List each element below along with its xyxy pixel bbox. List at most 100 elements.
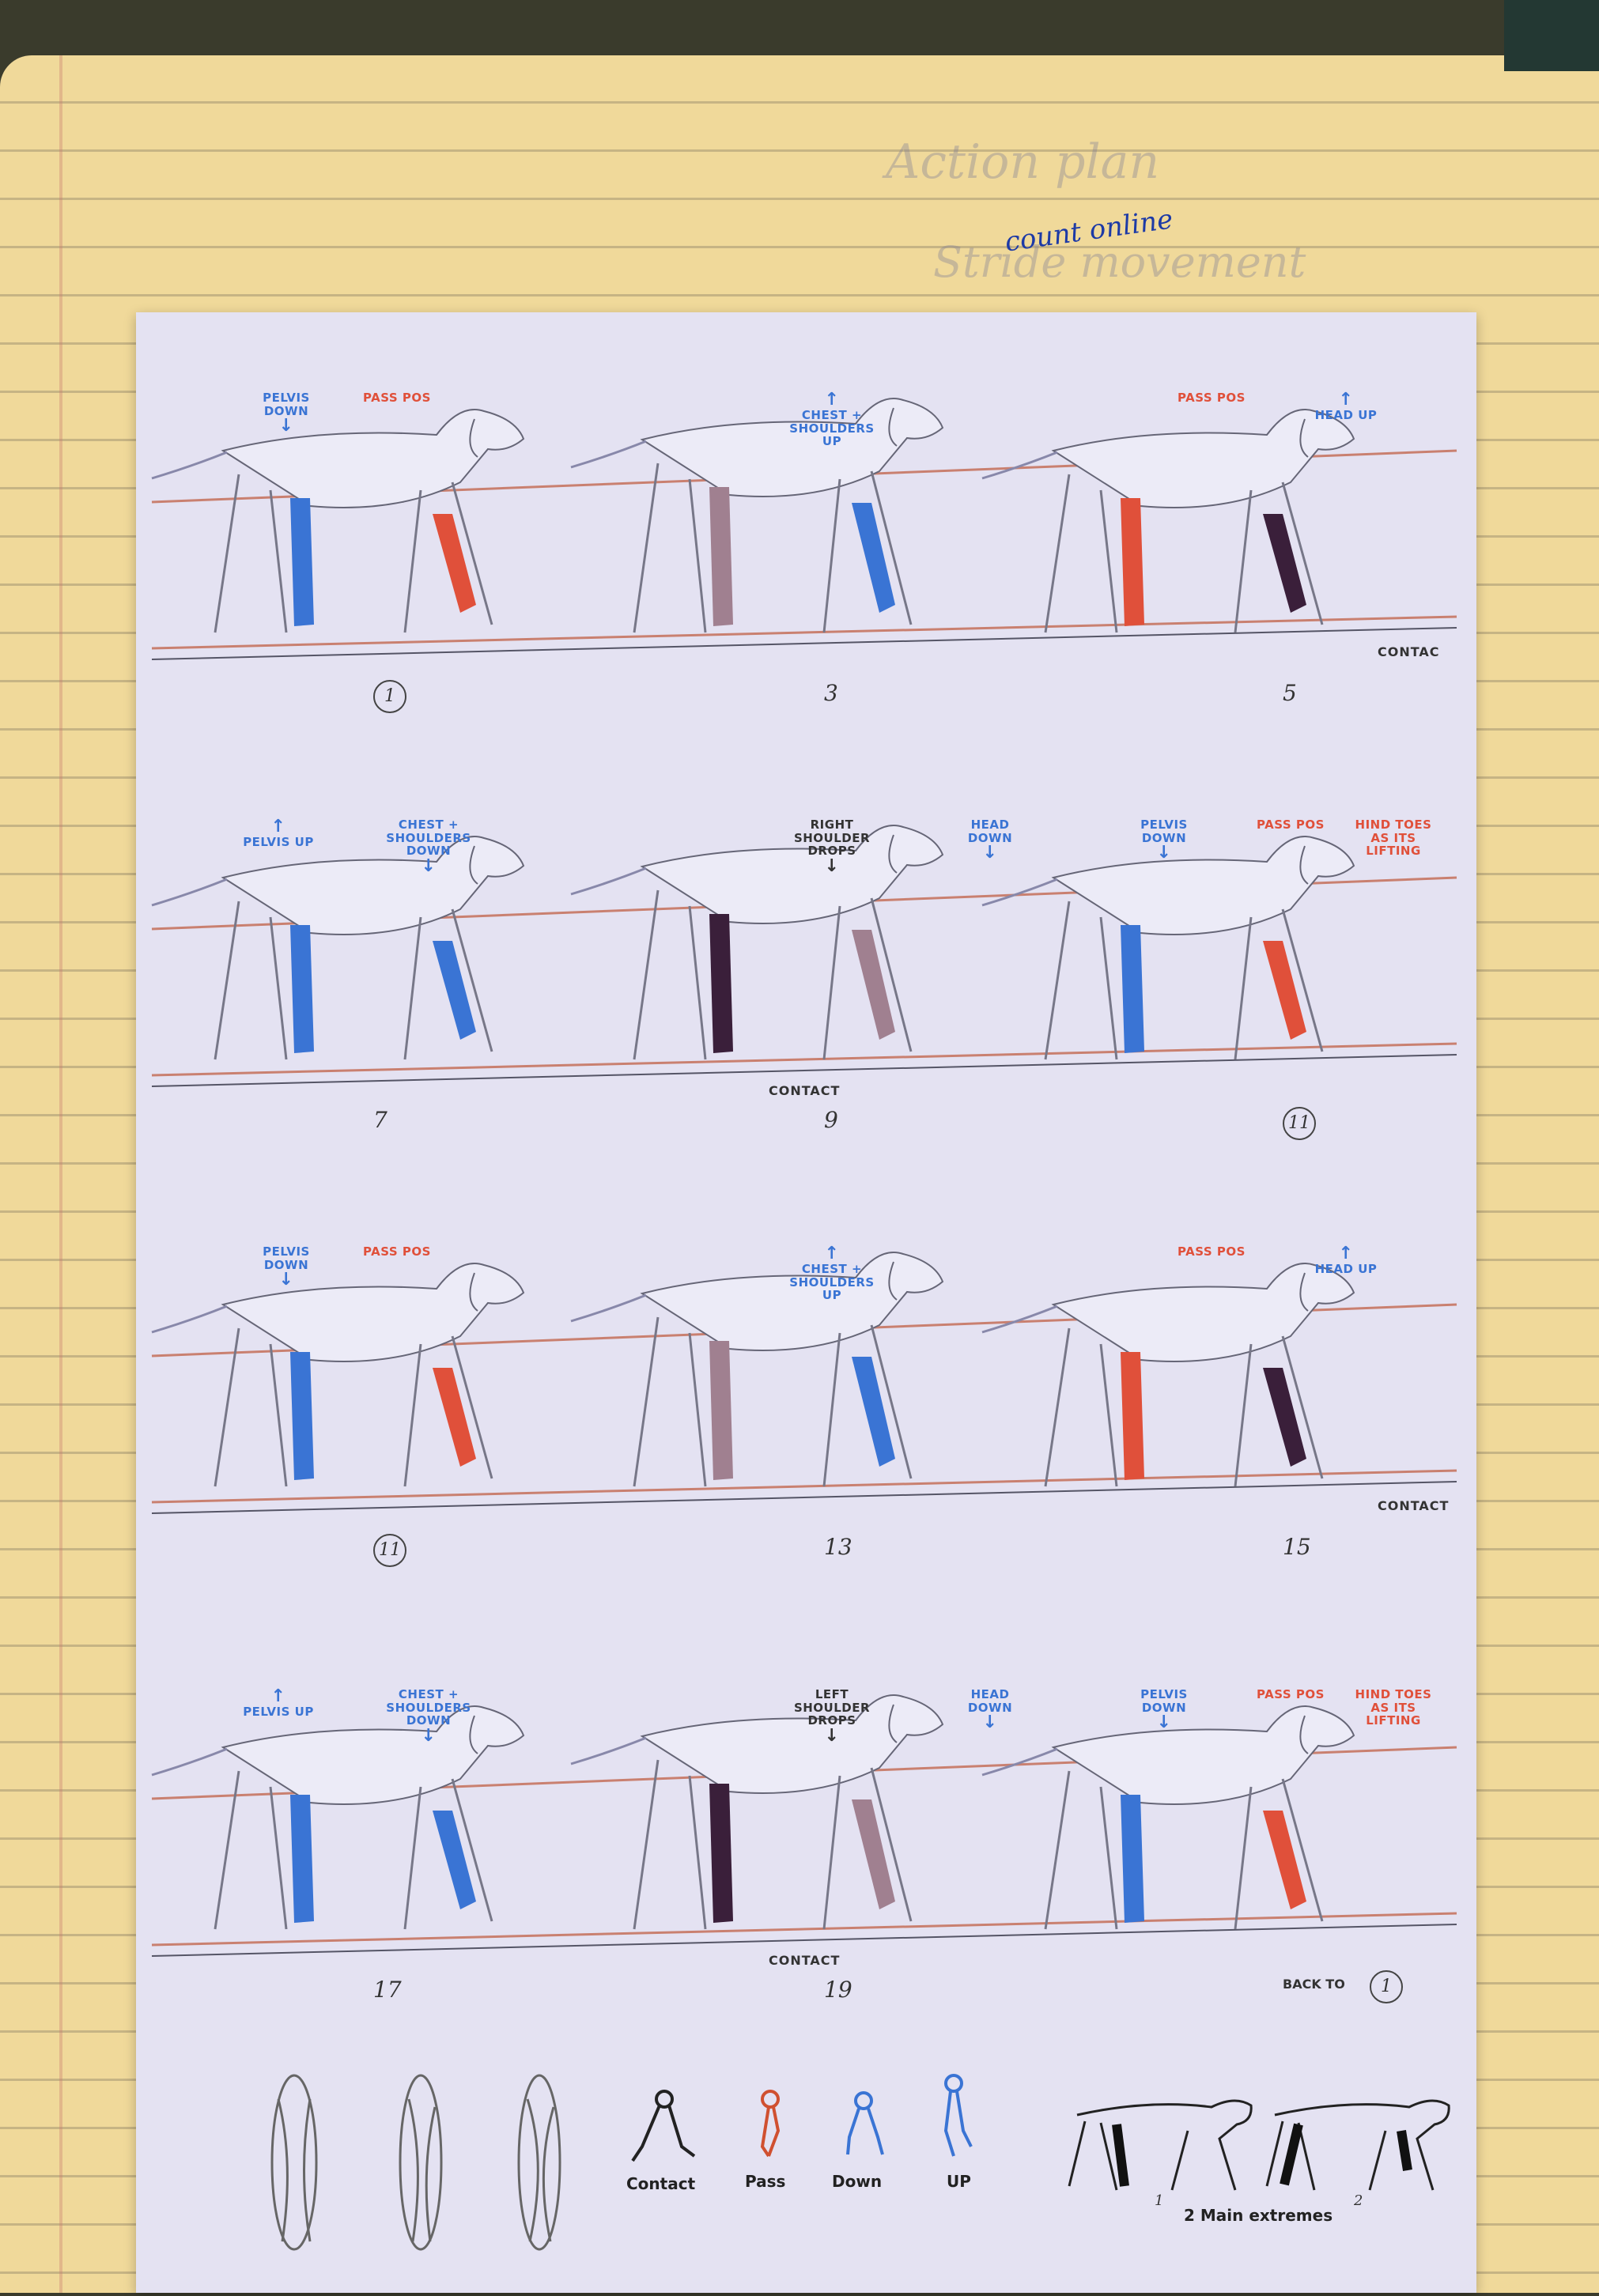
background-corner <box>1504 0 1599 71</box>
faint-note-2: Stride movement <box>933 237 1306 287</box>
row-drawing <box>136 312 1476 755</box>
arrow-up-icon: ↑ <box>788 1245 875 1263</box>
dog-drawing <box>571 1695 943 1929</box>
dog-drawing <box>571 398 943 633</box>
annotation-tag: PASS POS <box>353 391 440 405</box>
arrow-up-icon: ↑ <box>1302 1245 1389 1263</box>
walk-row-3: PELVIS DOWN ↓ PASS POS ↑ CHEST + SHOULDERS U… <box>136 1182 1476 1609</box>
extreme-number-2: 2 <box>1354 2192 1363 2209</box>
annotation-text: PELVIS DOWN <box>263 1244 310 1272</box>
annotation-text: PELVIS DOWN <box>1140 1687 1188 1715</box>
pass-stick-figure <box>762 2091 778 2156</box>
legend-label-up: UP <box>947 2172 971 2191</box>
dog-drawing <box>152 410 524 633</box>
annotation-text: PELVIS DOWN <box>263 391 310 418</box>
annotation-text: PASS POS <box>1178 391 1246 405</box>
arrow-up-icon: ↑ <box>235 818 322 836</box>
extremes-caption: 2 Main extremes <box>1184 2206 1332 2225</box>
back-to-frame-number: 1 <box>1370 1970 1403 2003</box>
dog-drawing <box>152 1263 524 1486</box>
frame-number: 13 <box>824 1534 852 1560</box>
legend-drawings <box>136 2052 1476 2293</box>
annotation-tag: PASS POS <box>1247 1688 1334 1701</box>
arrow-down-icon: ↓ <box>788 858 875 875</box>
dog-drawing <box>571 1252 943 1486</box>
legend-label-contact: Contact <box>626 2174 695 2193</box>
annotation-tag: HIND TOES AS ITS LIFTING <box>1350 1688 1437 1728</box>
annotation-text: HIND TOES AS ITS LIFTING <box>1355 818 1432 858</box>
dog-drawing <box>982 1263 1354 1486</box>
walk-row-1: PELVIS DOWN ↓ PASS POS ↑ CHEST + SHOULDERS U… <box>136 312 1476 755</box>
annotation-text: PASS POS <box>363 1244 431 1259</box>
contact-label: CONTACT <box>1378 1498 1449 1513</box>
extreme-dog-1 <box>1069 2101 1251 2190</box>
annotation-tag: HEAD DOWN ↓ <box>947 818 1034 862</box>
printed-walk-cycle-sheet: PELVIS DOWN ↓ PASS POS ↑ CHEST + SHOULDERS U… <box>136 312 1476 2293</box>
annotation-tag: ↑ PELVIS UP <box>235 818 322 849</box>
extreme-dog-2 <box>1267 2101 1449 2190</box>
annotation-text: PASS POS <box>363 391 431 405</box>
annotation-tag: PASS POS <box>1168 1245 1255 1259</box>
annotation-text: HEAD DOWN <box>968 818 1012 845</box>
annotation-text: PELVIS DOWN <box>1140 818 1188 845</box>
annotation-text: CHEST + SHOULDERS UP <box>789 1262 874 1302</box>
annotation-tag: PELVIS DOWN ↓ <box>243 391 330 435</box>
annotation-text: PELVIS UP <box>243 1705 314 1719</box>
arrow-up-icon: ↑ <box>235 1688 322 1705</box>
down-stick-figure <box>848 2093 883 2154</box>
annotation-tag: PASS POS <box>1247 818 1334 832</box>
arrow-down-icon: ↓ <box>385 858 472 875</box>
annotation-text: HIND TOES AS ITS LIFTING <box>1355 1687 1432 1728</box>
annotation-text: CHEST + SHOULDERS DOWN <box>386 1687 471 1728</box>
arrow-down-icon: ↓ <box>385 1728 472 1745</box>
frame-number: 5 <box>1283 680 1297 706</box>
annotation-tag: PELVIS DOWN ↓ <box>243 1245 330 1289</box>
arrow-down-icon: ↓ <box>947 844 1034 862</box>
dog-drawing <box>982 410 1354 633</box>
top-view-sketch-2 <box>400 2075 441 2249</box>
top-view-sketch-3 <box>519 2075 560 2249</box>
legend-label-down: Down <box>832 2172 882 2191</box>
contact-stick-figure <box>633 2091 694 2161</box>
annotation-tag: ↑ CHEST + SHOULDERS UP <box>788 1245 875 1302</box>
legend-label-pass: Pass <box>745 2172 785 2191</box>
frame-number: 19 <box>824 1977 852 2003</box>
frame-number: 15 <box>1283 1534 1311 1560</box>
frame-number: BACK TO <box>1283 1977 1345 1992</box>
annotation-tag: HEAD DOWN ↓ <box>947 1688 1034 1731</box>
annotation-tag: PASS POS <box>1168 391 1255 405</box>
annotation-text: HEAD DOWN <box>968 1687 1012 1715</box>
annotation-text: PELVIS UP <box>243 835 314 849</box>
annotation-tag: CHEST + SHOULDERS DOWN ↓ <box>385 818 472 875</box>
arrow-down-icon: ↓ <box>788 1728 875 1745</box>
legend-strip: Contact Pass Down UP 1 2 2 Main extremes <box>136 2052 1476 2293</box>
dog-drawing <box>571 825 943 1059</box>
frame-number: 17 <box>373 1977 402 2003</box>
faint-note-1: Action plan <box>886 134 1159 190</box>
annotation-text: CHEST + SHOULDERS UP <box>789 408 874 448</box>
annotation-tag: ↑ HEAD UP <box>1302 1245 1389 1276</box>
annotation-text: PASS POS <box>1257 818 1325 832</box>
annotation-text: HEAD UP <box>1315 1262 1378 1276</box>
contact-label: CONTACT <box>769 1953 840 1968</box>
frame-number: 1 <box>373 680 406 713</box>
arrow-down-icon: ↓ <box>243 1271 330 1289</box>
arrow-up-icon: ↑ <box>1302 391 1389 409</box>
annotation-text: HEAD UP <box>1315 408 1378 422</box>
dog-drawing <box>982 1706 1354 1929</box>
frame-number: 11 <box>1283 1107 1316 1140</box>
arrow-down-icon: ↓ <box>1121 844 1208 862</box>
annotation-tag: PELVIS DOWN ↓ <box>1121 818 1208 862</box>
frame-number: 7 <box>373 1107 387 1133</box>
annotation-tag: ↑ HEAD UP <box>1302 391 1389 422</box>
contact-label: CONTACT <box>769 1083 840 1098</box>
annotation-tag: PASS POS <box>353 1245 440 1259</box>
annotation-text: PASS POS <box>1178 1244 1246 1259</box>
dog-drawing <box>982 836 1354 1059</box>
arrow-down-icon: ↓ <box>1121 1714 1208 1731</box>
annotation-tag: HIND TOES AS ITS LIFTING <box>1350 818 1437 858</box>
frame-number: 11 <box>373 1534 406 1567</box>
walk-row-4: ↑ PELVIS UP CHEST + SHOULDERS DOWN ↓ LEFT SH… <box>136 1609 1476 2052</box>
arrow-up-icon: ↑ <box>788 391 875 409</box>
notebook-margin-line <box>59 55 62 2293</box>
